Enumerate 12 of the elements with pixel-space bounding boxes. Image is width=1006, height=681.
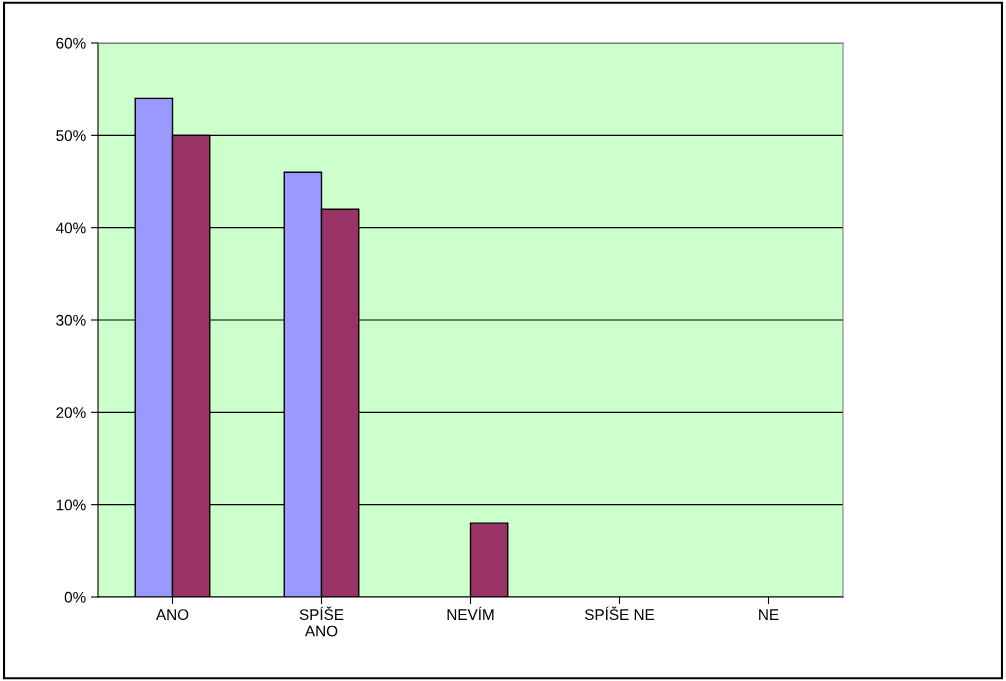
y-tick-label: 20%	[56, 407, 86, 419]
x-tick-label: SPÍŠE ANO	[299, 606, 344, 637]
y-tick-label: 50%	[56, 130, 86, 142]
y-tick-label: 0%	[64, 591, 86, 603]
x-tick-label: NEVÍM	[447, 606, 494, 620]
x-tick-label: NE	[759, 609, 779, 620]
x-tick-label: SPÍŠE NE	[584, 606, 655, 621]
y-tick-label: 10%	[56, 499, 86, 511]
y-tick-label: 60%	[56, 37, 86, 49]
y-tick-label: 30%	[56, 314, 86, 326]
y-tick-label: 40%	[55, 222, 86, 234]
x-tick-label: ANO	[155, 609, 189, 621]
